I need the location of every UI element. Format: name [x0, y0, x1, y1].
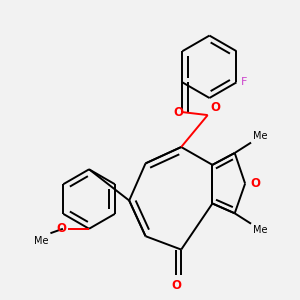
Text: O: O [211, 100, 221, 114]
Text: O: O [173, 106, 183, 118]
Text: F: F [241, 77, 247, 87]
Text: Me: Me [254, 131, 268, 141]
Text: O: O [171, 279, 181, 292]
Text: O: O [250, 177, 260, 190]
Text: O: O [57, 222, 67, 235]
Text: Me: Me [254, 225, 268, 235]
Text: Me: Me [34, 236, 48, 246]
